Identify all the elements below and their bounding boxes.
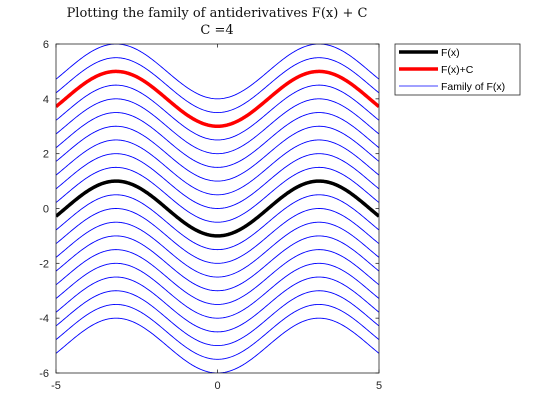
legend: F(x) F(x)+C Family of F(x)	[394, 43, 521, 96]
chart-title: Plotting the family of antiderivatives F…	[67, 6, 368, 21]
family-curve-8	[56, 208, 379, 264]
y-tick-label-4: 2	[43, 149, 49, 161]
legend-label-family: Family of F(x)	[441, 81, 505, 93]
family-curve-3	[56, 276, 379, 333]
x-tick-label-1: 0	[214, 380, 220, 392]
family-curve-16	[56, 98, 379, 155]
legend-label-fx: F(x)	[441, 47, 460, 59]
family-curve-20	[56, 44, 379, 100]
family-curve-17	[56, 84, 379, 141]
family-curve-1	[56, 304, 379, 360]
y-tick-label-5: 4	[43, 94, 49, 106]
x-tick-label-2: 5	[376, 380, 382, 392]
y-tick-label-0: -6	[39, 368, 49, 380]
main-curves	[56, 69, 379, 238]
family-curve-0	[56, 317, 379, 373]
axis-ticks: -5 0 5 -6 -4 -2 0 2 4 6	[39, 39, 382, 392]
family-curve-14	[56, 125, 379, 182]
family-curve-12	[56, 153, 379, 209]
family-curve-19	[56, 57, 379, 113]
series-fxc-line	[56, 69, 379, 129]
y-tick-label-1: -4	[39, 313, 49, 325]
chart-subtitle: C =4	[200, 23, 233, 38]
y-tick-label-6: 6	[43, 39, 49, 51]
family-curve-6	[56, 235, 379, 292]
series-fx-line	[56, 179, 379, 238]
family-curve-15	[56, 112, 379, 168]
family-curve-11	[56, 166, 379, 223]
x-tick-label-0: -5	[51, 380, 61, 392]
family-curve-7	[56, 221, 379, 278]
family-curve-5	[56, 249, 379, 305]
family-curve-2	[56, 290, 379, 347]
family-curve-4	[56, 262, 379, 319]
y-tick-label-3: 0	[43, 204, 49, 216]
family-curve-13	[56, 139, 379, 196]
legend-label-fxc: F(x)+C	[441, 64, 474, 76]
y-tick-label-2: -2	[39, 258, 49, 270]
family-curve-9	[56, 194, 379, 251]
